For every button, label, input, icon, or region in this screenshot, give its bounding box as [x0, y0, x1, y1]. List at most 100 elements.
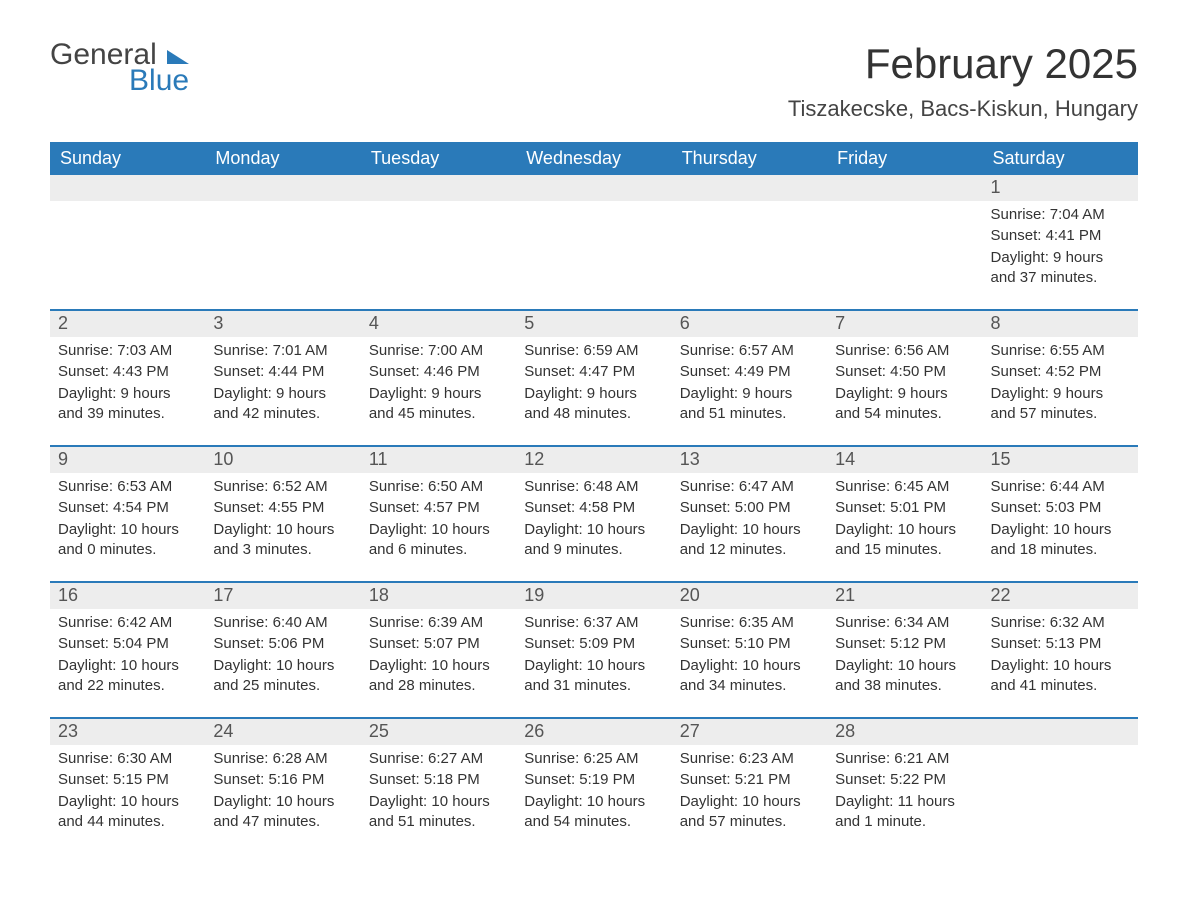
daylight-text: Daylight: 10 hours and 18 minutes. — [991, 520, 1130, 561]
sunset-text: Sunset: 4:52 PM — [991, 362, 1130, 382]
day-body: Sunrise: 6:40 AMSunset: 5:06 PMDaylight:… — [205, 609, 360, 703]
sunset-text: Sunset: 5:19 PM — [524, 770, 663, 790]
sunset-text: Sunset: 5:13 PM — [991, 634, 1130, 654]
daylight-text: Daylight: 10 hours and 12 minutes. — [680, 520, 819, 561]
day-number — [361, 175, 516, 201]
day-body — [361, 201, 516, 211]
day-cell: 2Sunrise: 7:03 AMSunset: 4:43 PMDaylight… — [50, 311, 205, 431]
day-body — [205, 201, 360, 211]
day-body: Sunrise: 6:44 AMSunset: 5:03 PMDaylight:… — [983, 473, 1138, 567]
day-number — [516, 175, 671, 201]
day-body: Sunrise: 6:53 AMSunset: 4:54 PMDaylight:… — [50, 473, 205, 567]
day-body — [827, 201, 982, 211]
sunrise-text: Sunrise: 6:45 AM — [835, 477, 974, 497]
day-cell: 8Sunrise: 6:55 AMSunset: 4:52 PMDaylight… — [983, 311, 1138, 431]
sunset-text: Sunset: 5:07 PM — [369, 634, 508, 654]
daylight-text: Daylight: 9 hours and 48 minutes. — [524, 384, 663, 425]
brand-text: General Blue — [50, 40, 189, 96]
sunrise-text: Sunrise: 6:25 AM — [524, 749, 663, 769]
daylight-text: Daylight: 9 hours and 51 minutes. — [680, 384, 819, 425]
day-number: 8 — [983, 311, 1138, 337]
sunrise-text: Sunrise: 6:35 AM — [680, 613, 819, 633]
day-body: Sunrise: 6:45 AMSunset: 5:01 PMDaylight:… — [827, 473, 982, 567]
day-cell: 15Sunrise: 6:44 AMSunset: 5:03 PMDayligh… — [983, 447, 1138, 567]
day-cell: 7Sunrise: 6:56 AMSunset: 4:50 PMDaylight… — [827, 311, 982, 431]
day-number: 28 — [827, 719, 982, 745]
day-cell: 6Sunrise: 6:57 AMSunset: 4:49 PMDaylight… — [672, 311, 827, 431]
day-cell: 27Sunrise: 6:23 AMSunset: 5:21 PMDayligh… — [672, 719, 827, 839]
day-cell: 20Sunrise: 6:35 AMSunset: 5:10 PMDayligh… — [672, 583, 827, 703]
day-number: 1 — [983, 175, 1138, 201]
day-cell: 11Sunrise: 6:50 AMSunset: 4:57 PMDayligh… — [361, 447, 516, 567]
day-body: Sunrise: 6:39 AMSunset: 5:07 PMDaylight:… — [361, 609, 516, 703]
sunrise-text: Sunrise: 6:52 AM — [213, 477, 352, 497]
sunrise-text: Sunrise: 6:21 AM — [835, 749, 974, 769]
sunset-text: Sunset: 4:54 PM — [58, 498, 197, 518]
day-number — [827, 175, 982, 201]
day-number: 2 — [50, 311, 205, 337]
day-cell — [361, 175, 516, 295]
sunset-text: Sunset: 5:21 PM — [680, 770, 819, 790]
day-cell: 26Sunrise: 6:25 AMSunset: 5:19 PMDayligh… — [516, 719, 671, 839]
day-body: Sunrise: 6:59 AMSunset: 4:47 PMDaylight:… — [516, 337, 671, 431]
weekday-header-row: Sunday Monday Tuesday Wednesday Thursday… — [50, 142, 1138, 175]
daylight-text: Daylight: 10 hours and 6 minutes. — [369, 520, 508, 561]
week-row: 23Sunrise: 6:30 AMSunset: 5:15 PMDayligh… — [50, 717, 1138, 839]
day-body: Sunrise: 7:03 AMSunset: 4:43 PMDaylight:… — [50, 337, 205, 431]
sunset-text: Sunset: 5:00 PM — [680, 498, 819, 518]
daylight-text: Daylight: 9 hours and 37 minutes. — [991, 248, 1130, 289]
daylight-text: Daylight: 10 hours and 9 minutes. — [524, 520, 663, 561]
day-cell: 3Sunrise: 7:01 AMSunset: 4:44 PMDaylight… — [205, 311, 360, 431]
day-cell — [983, 719, 1138, 839]
day-cell: 19Sunrise: 6:37 AMSunset: 5:09 PMDayligh… — [516, 583, 671, 703]
sunset-text: Sunset: 4:58 PM — [524, 498, 663, 518]
day-cell — [205, 175, 360, 295]
day-body: Sunrise: 7:00 AMSunset: 4:46 PMDaylight:… — [361, 337, 516, 431]
daylight-text: Daylight: 10 hours and 31 minutes. — [524, 656, 663, 697]
day-number: 7 — [827, 311, 982, 337]
sunrise-text: Sunrise: 6:50 AM — [369, 477, 508, 497]
day-body: Sunrise: 6:57 AMSunset: 4:49 PMDaylight:… — [672, 337, 827, 431]
day-cell: 17Sunrise: 6:40 AMSunset: 5:06 PMDayligh… — [205, 583, 360, 703]
day-body: Sunrise: 6:21 AMSunset: 5:22 PMDaylight:… — [827, 745, 982, 839]
week-row: 16Sunrise: 6:42 AMSunset: 5:04 PMDayligh… — [50, 581, 1138, 703]
sunrise-text: Sunrise: 6:55 AM — [991, 341, 1130, 361]
weekday-header: Wednesday — [516, 142, 671, 175]
daylight-text: Daylight: 10 hours and 51 minutes. — [369, 792, 508, 833]
day-number: 22 — [983, 583, 1138, 609]
daylight-text: Daylight: 10 hours and 44 minutes. — [58, 792, 197, 833]
calendar: Sunday Monday Tuesday Wednesday Thursday… — [50, 142, 1138, 839]
day-number: 5 — [516, 311, 671, 337]
day-body: Sunrise: 6:25 AMSunset: 5:19 PMDaylight:… — [516, 745, 671, 839]
sunset-text: Sunset: 5:16 PM — [213, 770, 352, 790]
day-body: Sunrise: 6:27 AMSunset: 5:18 PMDaylight:… — [361, 745, 516, 839]
day-body: Sunrise: 6:37 AMSunset: 5:09 PMDaylight:… — [516, 609, 671, 703]
day-number: 9 — [50, 447, 205, 473]
day-number: 21 — [827, 583, 982, 609]
day-cell: 18Sunrise: 6:39 AMSunset: 5:07 PMDayligh… — [361, 583, 516, 703]
day-number: 14 — [827, 447, 982, 473]
day-body: Sunrise: 6:35 AMSunset: 5:10 PMDaylight:… — [672, 609, 827, 703]
week-row: 9Sunrise: 6:53 AMSunset: 4:54 PMDaylight… — [50, 445, 1138, 567]
day-body: Sunrise: 6:28 AMSunset: 5:16 PMDaylight:… — [205, 745, 360, 839]
day-body: Sunrise: 6:30 AMSunset: 5:15 PMDaylight:… — [50, 745, 205, 839]
location-subtitle: Tiszakecske, Bacs-Kiskun, Hungary — [788, 96, 1138, 122]
daylight-text: Daylight: 10 hours and 41 minutes. — [991, 656, 1130, 697]
day-cell: 23Sunrise: 6:30 AMSunset: 5:15 PMDayligh… — [50, 719, 205, 839]
sunset-text: Sunset: 4:49 PM — [680, 362, 819, 382]
day-number: 27 — [672, 719, 827, 745]
day-cell: 21Sunrise: 6:34 AMSunset: 5:12 PMDayligh… — [827, 583, 982, 703]
day-cell: 12Sunrise: 6:48 AMSunset: 4:58 PMDayligh… — [516, 447, 671, 567]
daylight-text: Daylight: 10 hours and 3 minutes. — [213, 520, 352, 561]
sunset-text: Sunset: 4:46 PM — [369, 362, 508, 382]
sunrise-text: Sunrise: 6:57 AM — [680, 341, 819, 361]
sunset-text: Sunset: 4:43 PM — [58, 362, 197, 382]
day-number: 11 — [361, 447, 516, 473]
sunrise-text: Sunrise: 6:37 AM — [524, 613, 663, 633]
day-number: 16 — [50, 583, 205, 609]
daylight-text: Daylight: 10 hours and 34 minutes. — [680, 656, 819, 697]
daylight-text: Daylight: 10 hours and 57 minutes. — [680, 792, 819, 833]
sunrise-text: Sunrise: 6:48 AM — [524, 477, 663, 497]
day-body — [983, 745, 1138, 755]
daylight-text: Daylight: 9 hours and 54 minutes. — [835, 384, 974, 425]
